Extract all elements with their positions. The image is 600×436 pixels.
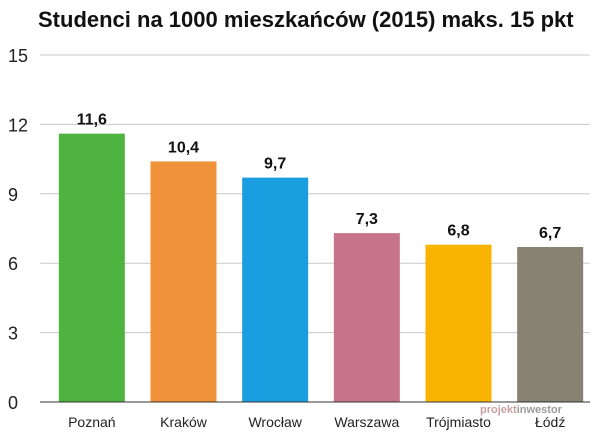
bar-0 <box>58 133 125 403</box>
y-axis-ticks: 0 3 6 9 12 15 <box>8 46 28 413</box>
y-tick-label: 3 <box>8 324 18 344</box>
bar-1 <box>150 161 217 402</box>
data-label: 7,3 <box>356 211 378 228</box>
x-tick-label: Wrocław <box>248 414 302 430</box>
category-labels: Poznań Kraków Wrocław Warszawa Trójmiasto Łód… <box>68 414 565 430</box>
bar-3 <box>333 233 400 402</box>
bar-2 <box>242 177 309 402</box>
chart-title: Studenci na 1000 mieszkańców (2015) maks… <box>38 7 574 32</box>
y-tick-label: 15 <box>8 46 28 66</box>
x-tick-label: Warszawa <box>334 414 399 430</box>
data-labels: 11,6 10,4 9,7 7,3 6,8 6,7 <box>77 112 562 242</box>
y-tick-label: 12 <box>8 115 28 135</box>
chart-grid <box>40 54 590 334</box>
x-tick-label: Kraków <box>160 414 208 430</box>
bar-4 <box>425 244 492 402</box>
x-tick-label: Łódź <box>535 414 565 430</box>
watermark-part-1: projekt <box>480 404 517 416</box>
data-label: 11,6 <box>77 112 107 129</box>
bar-5 <box>517 247 584 402</box>
y-tick-label: 0 <box>8 393 18 413</box>
data-label: 10,4 <box>168 139 199 156</box>
watermark: projektinwestor <box>480 404 563 416</box>
x-tick-label: Trójmiasto <box>426 414 491 430</box>
data-label: 9,7 <box>264 156 286 173</box>
y-tick-label: 9 <box>8 185 18 205</box>
bars <box>58 133 584 403</box>
data-label: 6,8 <box>447 223 469 240</box>
watermark-part-2: inwestor <box>517 404 563 416</box>
y-tick-label: 6 <box>8 254 18 274</box>
x-tick-label: Poznań <box>68 414 115 430</box>
data-label: 6,7 <box>539 225 561 242</box>
